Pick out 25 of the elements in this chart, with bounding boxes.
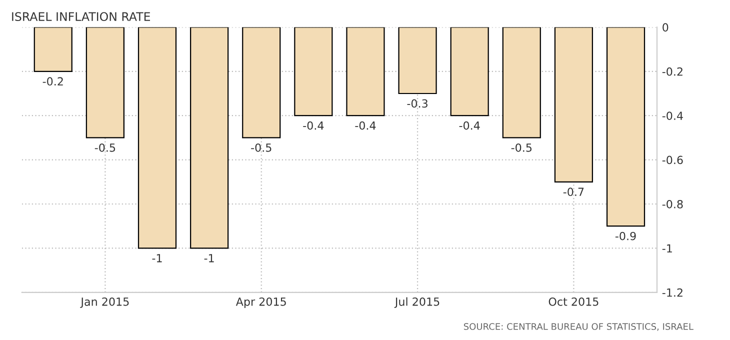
data-label: -0.5 [511,143,532,152]
data-label: -0.7 [563,188,584,196]
y-tick-label: -0.2 [662,67,682,76]
data-label: -1 [152,254,162,262]
y-tick-label: -0.4 [662,112,683,120]
y-tick-label: -0.8 [662,200,683,208]
data-label: -0.5 [94,143,116,152]
y-tick-label: -1.2 [662,288,682,297]
data-label: -0.4 [459,121,480,130]
data-label: -0.4 [303,121,324,130]
data-label: -0.5 [251,143,272,152]
data-label: -0.4 [355,121,376,130]
x-tick-label: Apr 2015 [236,297,286,308]
y-tick-label: 0 [662,23,668,32]
x-tick-label: Jul 2015 [394,297,440,308]
data-label: -0.3 [407,99,428,108]
y-tick-label: -0.6 [662,156,683,164]
data-label: -1 [204,254,214,262]
chart-title: ISRAEL INFLATION RATE [12,12,150,22]
data-label: -0.2 [42,77,63,86]
y-tick-label: -1 [662,244,672,252]
x-tick-label: Oct 2015 [548,297,598,306]
x-tick-label: Jan 2015 [80,297,129,308]
data-label: -0.9 [615,232,636,240]
source-note: SOURCE: CENTRAL BUREAU OF STATISTICS, ISRAEL [464,323,694,331]
